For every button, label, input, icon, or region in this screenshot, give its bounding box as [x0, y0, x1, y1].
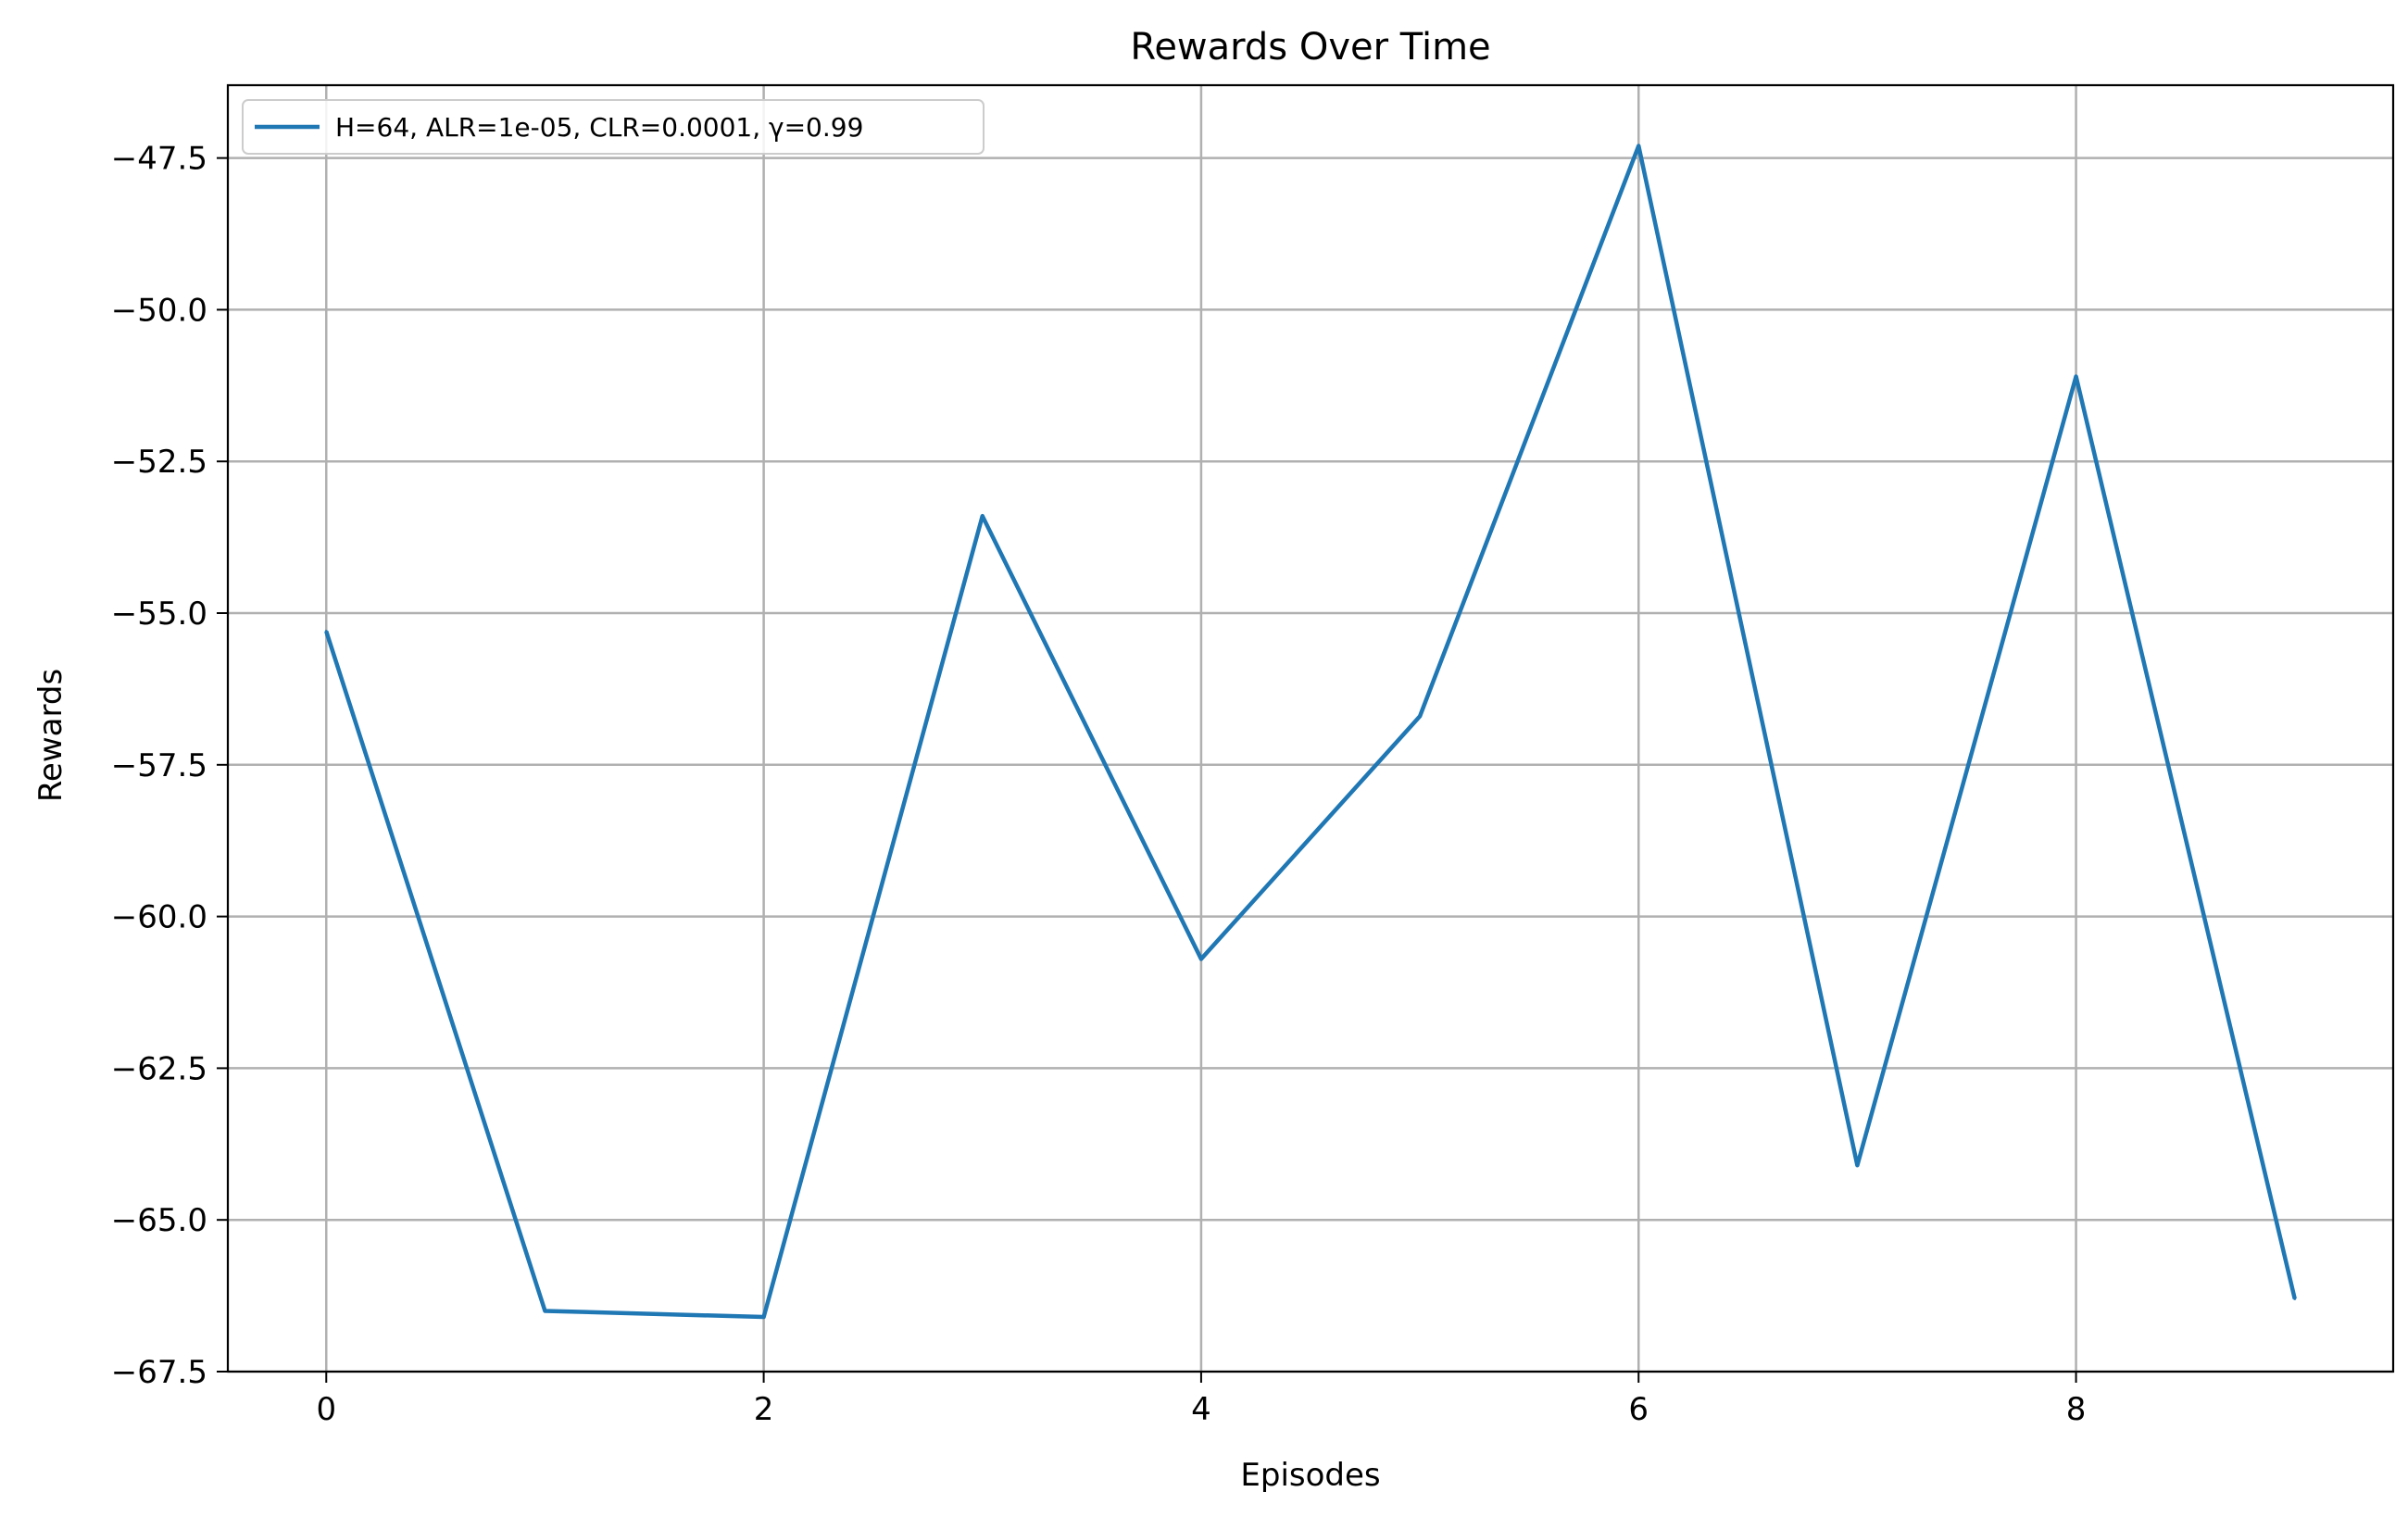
- axis-ticks: 0 2 4 6 8 −47.5 −50.0 −52.5 −55.0 −57.5 −60.0 −62.5…: [111, 141, 2087, 1428]
- data-point: [1637, 144, 1640, 148]
- series-line: [324, 144, 2297, 1320]
- y-tick-label: −60.0: [111, 899, 207, 936]
- chart-title: Rewards Over Time: [1130, 26, 1490, 69]
- x-tick-label: 6: [1628, 1391, 1649, 1428]
- y-tick-label: −67.5: [111, 1354, 207, 1391]
- data-point: [543, 1309, 546, 1312]
- y-tick-label: −52.5: [111, 444, 207, 481]
- data-point: [2075, 374, 2078, 378]
- x-tick-label: 0: [316, 1391, 336, 1428]
- data-point: [324, 630, 328, 633]
- data-point: [981, 514, 985, 518]
- data-point: [2293, 1297, 2297, 1300]
- x-tick-label: 8: [2066, 1391, 2087, 1428]
- y-tick-label: −55.0: [111, 596, 207, 633]
- grid-lines: [228, 85, 2393, 1373]
- x-axis-label: Episodes: [1240, 1457, 1380, 1494]
- x-tick-label: 4: [1191, 1391, 1211, 1428]
- plot-frame: [226, 83, 2395, 1373]
- y-tick-label: −57.5: [111, 747, 207, 784]
- y-axis-label: Rewards: [32, 669, 69, 802]
- y-tick-label: −65.0: [111, 1202, 207, 1239]
- y-tick-label: −50.0: [111, 292, 207, 329]
- data-point: [1418, 714, 1422, 718]
- legend: H=64, ALR=1e-05, CLR=0.0001, γ=0.99: [242, 99, 985, 155]
- y-tick-label: −47.5: [111, 141, 207, 178]
- y-tick-label: −62.5: [111, 1050, 207, 1087]
- data-point: [1199, 957, 1203, 960]
- data-point: [1855, 1163, 1859, 1167]
- legend-box: [242, 99, 985, 155]
- x-tick-label: 2: [754, 1391, 774, 1428]
- legend-label: H=64, ALR=1e-05, CLR=0.0001, γ=0.99: [335, 112, 863, 143]
- data-point: [762, 1315, 766, 1319]
- series-layer: [324, 144, 2297, 1320]
